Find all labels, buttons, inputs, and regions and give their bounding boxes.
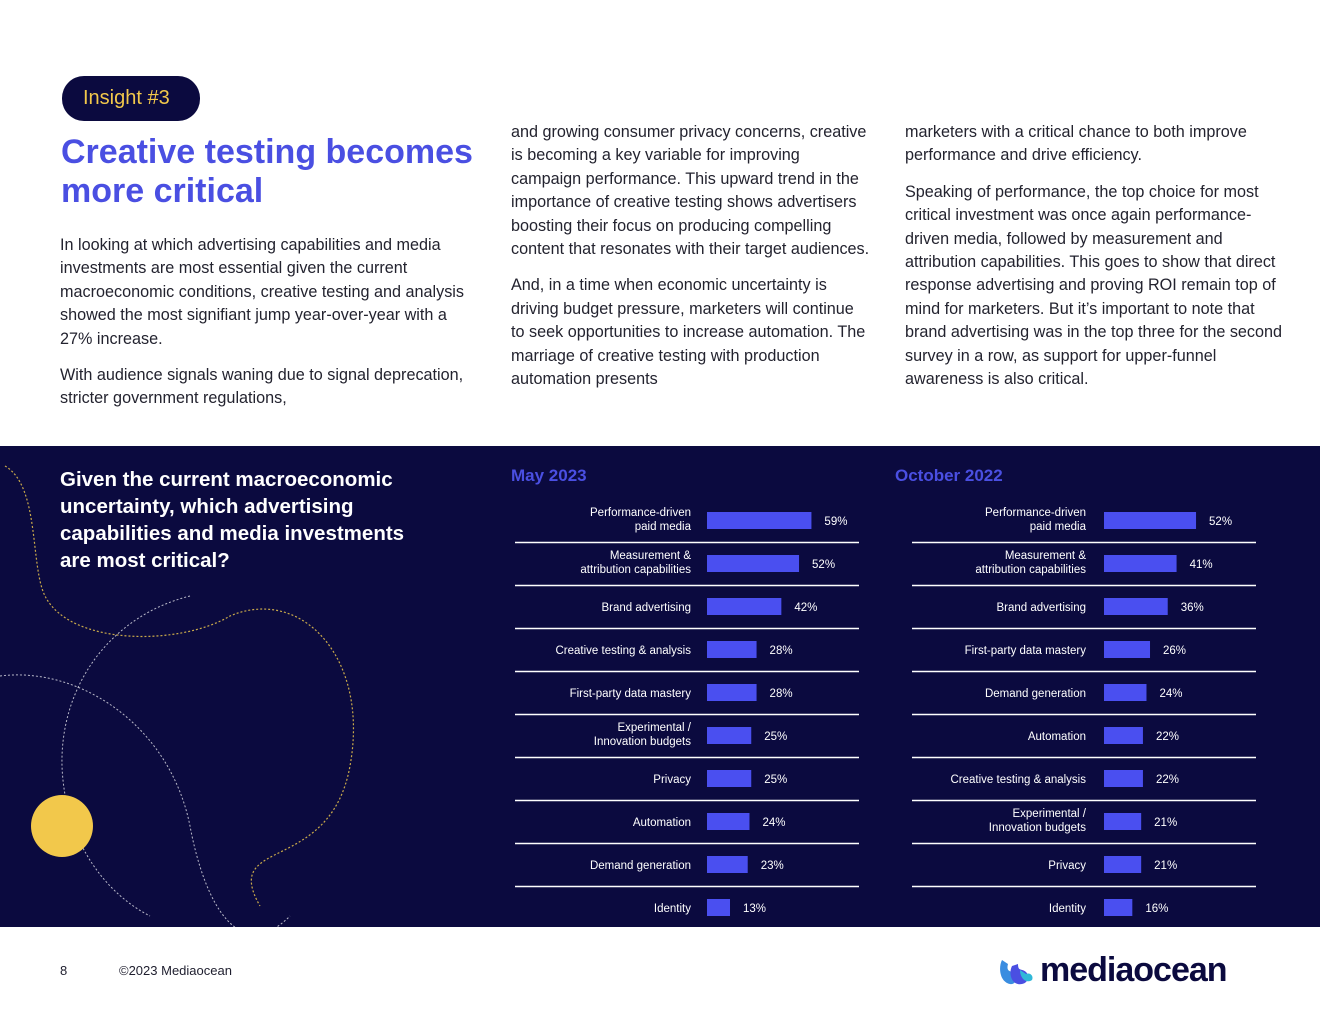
bar xyxy=(1104,598,1168,615)
chart-band: Given the current macroeconomic uncertai… xyxy=(0,446,1320,927)
category-label: Brand advertising xyxy=(602,602,692,614)
value-label: 59% xyxy=(824,516,847,528)
bar xyxy=(1104,641,1151,658)
category-label: Automation xyxy=(633,817,691,829)
value-label: 28% xyxy=(770,645,793,657)
value-label: 28% xyxy=(770,688,793,700)
copyright: ©2023 Mediaocean xyxy=(119,963,232,978)
yellow-dot-icon xyxy=(31,795,93,857)
value-label: 22% xyxy=(1156,731,1179,743)
category-label: Performance-driven xyxy=(985,507,1086,519)
bar xyxy=(707,813,750,830)
chart-title: October 2022 xyxy=(895,466,1003,485)
bar xyxy=(707,899,731,916)
bar xyxy=(1104,684,1147,701)
bar xyxy=(707,770,752,787)
decorative-curves xyxy=(0,465,355,927)
value-label: 25% xyxy=(764,731,787,743)
category-label: Experimental / xyxy=(617,722,691,734)
category-label: First-party data mastery xyxy=(570,688,692,700)
category-label: attribution capabilities xyxy=(975,564,1086,576)
category-label: Identity xyxy=(1049,903,1086,915)
category-label: Automation xyxy=(1028,731,1086,743)
bar xyxy=(707,598,782,615)
category-label: Innovation budgets xyxy=(989,822,1086,834)
bar xyxy=(1104,856,1142,873)
category-label: Identity xyxy=(654,903,691,915)
category-label: Demand generation xyxy=(590,860,691,872)
category-label: Measurement & xyxy=(610,550,692,562)
category-label: Privacy xyxy=(653,774,691,786)
paragraph: With audience signals waning due to sign… xyxy=(60,366,464,408)
category-label: paid media xyxy=(1030,521,1087,533)
chart-title: May 2023 xyxy=(511,466,587,485)
logo-wordmark: mediaocean xyxy=(1040,951,1228,989)
page-title: Creative testing becomes more critical xyxy=(61,133,473,210)
bar xyxy=(1104,813,1142,830)
value-label: 24% xyxy=(1159,688,1182,700)
body-column-1: In looking at which advertising capabili… xyxy=(60,234,470,424)
paragraph: In looking at which advertising capabili… xyxy=(60,236,464,348)
value-label: 26% xyxy=(1163,645,1186,657)
bar xyxy=(707,856,748,873)
value-label: 13% xyxy=(743,903,766,915)
bar xyxy=(1104,770,1143,787)
chart-may-2023: May 2023 Performance-driven paid media 59%… xyxy=(511,466,951,926)
body-column-3: marketers with a critical chance to both… xyxy=(905,121,1285,404)
category-label: paid media xyxy=(635,521,692,533)
value-label: 36% xyxy=(1181,602,1204,614)
category-label: First-party data mastery xyxy=(965,645,1087,657)
bar-chart-may-2023: Performance-driven paid media 59% Measureme… xyxy=(515,507,859,916)
value-label: 42% xyxy=(794,602,817,614)
value-label: 21% xyxy=(1154,860,1177,872)
category-label: attribution capabilities xyxy=(580,564,691,576)
category-label: Creative testing & analysis xyxy=(555,645,691,657)
value-label: 52% xyxy=(812,559,835,571)
bar xyxy=(1104,512,1197,529)
paragraph: and growing consumer privacy concerns, c… xyxy=(511,123,870,259)
category-label: Experimental / xyxy=(1012,808,1086,820)
bar xyxy=(707,555,800,572)
category-label: Demand generation xyxy=(985,688,1086,700)
category-label: Innovation budgets xyxy=(594,736,691,748)
bar xyxy=(1104,727,1143,744)
category-label: Brand advertising xyxy=(997,602,1087,614)
body-column-2: and growing consumer privacy concerns, c… xyxy=(511,121,871,404)
value-label: 23% xyxy=(761,860,784,872)
bar xyxy=(707,641,757,658)
value-label: 21% xyxy=(1154,817,1177,829)
value-label: 24% xyxy=(762,817,785,829)
chart-october-2022: October 2022 Performance-driven paid medi… xyxy=(895,466,1320,926)
insight-label: Insight #3 xyxy=(62,76,200,121)
bar xyxy=(707,512,812,529)
value-label: 52% xyxy=(1209,516,1232,528)
paragraph: And, in a time when economic uncertainty… xyxy=(511,276,866,389)
chart-question: Given the current macroeconomic uncertai… xyxy=(60,468,405,572)
bar xyxy=(1104,899,1133,916)
mediaocean-logo: mediaocean xyxy=(996,950,1276,990)
category-label: Privacy xyxy=(1048,860,1086,872)
bar xyxy=(1104,555,1177,572)
value-label: 25% xyxy=(764,774,787,786)
paragraph: Speaking of performance, the top choice … xyxy=(905,182,1283,389)
bar-chart-october-2022: Performance-driven paid media 52% Measureme… xyxy=(912,507,1256,916)
logo-icon xyxy=(1000,960,1033,985)
value-label: 16% xyxy=(1145,903,1168,915)
value-label: 22% xyxy=(1156,774,1179,786)
category-label: Creative testing & analysis xyxy=(950,774,1086,786)
bar xyxy=(707,727,752,744)
value-label: 41% xyxy=(1190,559,1213,571)
page-number: 8 xyxy=(60,963,68,978)
category-label: Measurement & xyxy=(1005,550,1087,562)
paragraph: marketers with a critical chance to both… xyxy=(905,123,1247,165)
bar xyxy=(707,684,757,701)
category-label: Performance-driven xyxy=(590,507,691,519)
